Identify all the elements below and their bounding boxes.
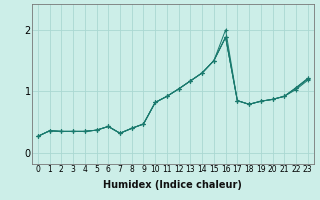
X-axis label: Humidex (Indice chaleur): Humidex (Indice chaleur) bbox=[103, 180, 242, 190]
